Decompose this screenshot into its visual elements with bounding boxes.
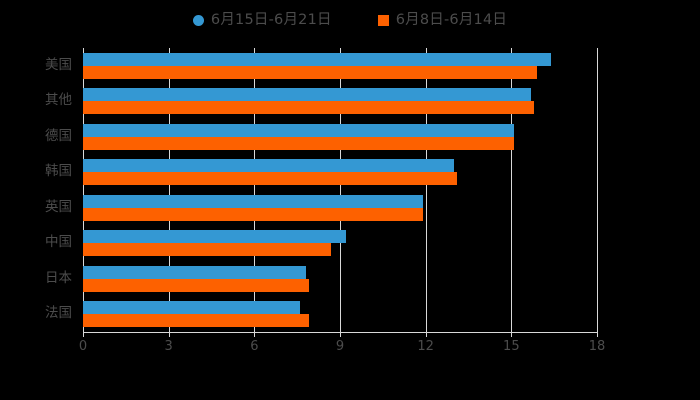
gridline-x-0 [83,48,84,332]
bar[interactable] [83,314,309,328]
x-axis-label-4: 12 [417,339,434,354]
y-axis-label-6: 日本 [45,269,72,286]
x-tickmark-6 [597,332,598,337]
bar[interactable] [83,65,538,79]
bar-group [83,48,597,84]
bar[interactable] [83,88,532,102]
x-tickmark-2 [254,332,256,337]
bar[interactable] [83,52,552,66]
gridline-x-6 [597,48,598,332]
x-axis-label-5: 15 [503,339,520,354]
y-axis-label-3: 韩国 [45,163,72,180]
x-axis-label-0: 0 [78,339,88,354]
bar[interactable] [83,301,301,315]
bar[interactable] [83,172,458,186]
bar[interactable] [83,136,515,150]
x-tickmark-3 [340,332,341,337]
bar[interactable] [83,123,515,137]
bar-group [83,297,597,333]
gridline-x-3 [340,48,341,332]
bar[interactable] [83,101,535,115]
bar[interactable] [83,243,332,257]
x-tickmark-1 [168,332,170,337]
gridline-x-1 [168,48,170,332]
plot-area [83,48,598,333]
bar[interactable] [83,194,423,208]
legend-item-0[interactable]: 6月15日-6月21日 [192,11,332,28]
x-axis-label-1: 3 [164,339,173,354]
y-axis-label-4: 英国 [45,198,72,215]
y-axis-labels: 美国其他德国韩国英国中国日本法国 [0,48,72,332]
circle-marker-blue-icon [192,14,204,26]
x-axis-label-3: 9 [335,339,345,354]
gridline-x-2 [254,48,256,332]
x-tickmark-4 [425,332,427,337]
x-axis-ticks: 0 3 6 9 12 15 18 [79,332,605,358]
y-axis-label-7: 法国 [45,305,72,322]
bar[interactable] [83,207,423,221]
bar-group [83,226,597,262]
bar-group [83,84,597,120]
y-axis-label-2: 德国 [45,127,72,144]
chart-legend: 6月15日-6月21日 6月8日-6月14日 [0,8,700,32]
bar-group [83,261,597,297]
legend-item-0-label: 6月15日-6月21日 [210,11,332,28]
bar-group [83,155,597,191]
y-axis-label-1: 其他 [45,92,72,109]
y-axis-label-5: 中国 [45,234,72,251]
square-marker-orange-icon [377,14,389,26]
y-axis-label-0: 美国 [45,56,72,73]
bar-group [83,119,597,155]
x-tickmark-0 [83,332,84,337]
legend-item-1[interactable]: 6月8日-6月14日 [377,11,508,28]
bar[interactable] [83,265,306,279]
bar[interactable] [83,278,309,292]
x-axis-label-6: 18 [588,339,606,354]
bar-group [83,190,597,226]
bar[interactable] [83,159,455,173]
bar[interactable] [83,230,346,244]
x-tickmark-5 [511,332,513,337]
x-axis-label-2: 6 [250,339,259,354]
legend-item-1-label: 6月8日-6月14日 [395,11,508,28]
gridline-x-5 [511,48,513,332]
gridline-x-4 [425,48,427,332]
